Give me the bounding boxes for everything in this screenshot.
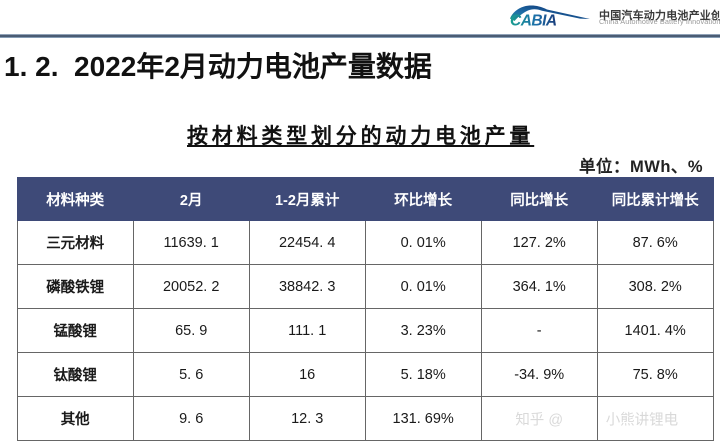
svg-text:CABIA: CABIA	[510, 13, 557, 29]
